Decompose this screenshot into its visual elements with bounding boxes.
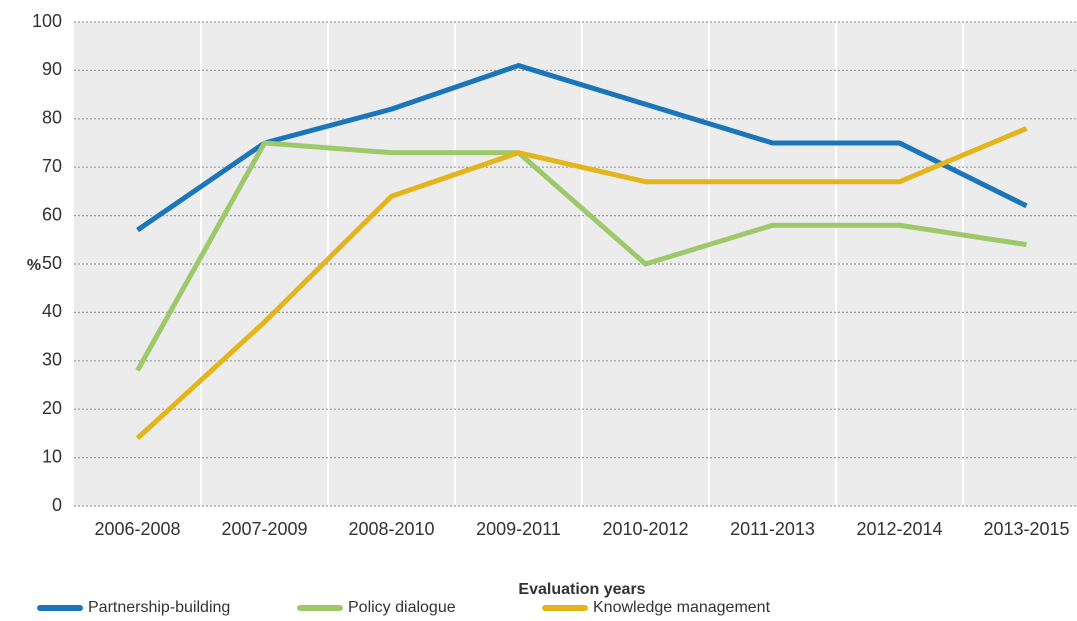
y-tick-label: 80	[42, 108, 62, 128]
x-tick-label: 2006-2008	[94, 519, 180, 539]
x-tick-label: 2013-2015	[983, 519, 1069, 539]
legend-label: Policy dialogue	[348, 599, 456, 616]
y-tick-label: 70	[42, 156, 62, 176]
x-tick-label: 2010-2012	[602, 519, 688, 539]
y-tick-label: 10	[42, 446, 62, 466]
series-line	[136, 63, 1028, 233]
x-tick-label: 2009-2011	[476, 519, 561, 539]
series-line	[135, 140, 1027, 372]
y-tick-label: 90	[42, 59, 62, 79]
y-axis-label: %	[27, 257, 41, 274]
x-tick-label: 2008-2010	[348, 519, 434, 539]
x-tick-label: 2012-2014	[856, 519, 942, 539]
x-tick-label: 2007-2009	[221, 519, 307, 539]
y-tick-label: 60	[42, 204, 62, 224]
x-tick-label: 2011-2013	[730, 519, 815, 539]
y-tick-label: 50	[42, 253, 62, 273]
legend-label: Partnership-building	[88, 599, 230, 616]
y-tick-label: 30	[42, 350, 62, 370]
y-tick-label: 40	[42, 301, 62, 321]
legend-label: Knowledge management	[593, 599, 771, 616]
y-tick-label: 100	[32, 11, 62, 31]
x-axis-label: Evaluation years	[518, 581, 645, 598]
y-tick-label: 0	[52, 495, 62, 515]
y-tick-label: 20	[42, 398, 62, 418]
series-line	[135, 126, 1028, 441]
